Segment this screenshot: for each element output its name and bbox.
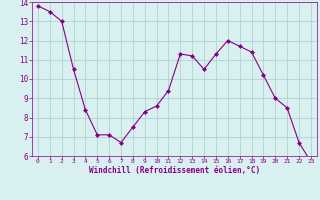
X-axis label: Windchill (Refroidissement éolien,°C): Windchill (Refroidissement éolien,°C)	[89, 166, 260, 175]
